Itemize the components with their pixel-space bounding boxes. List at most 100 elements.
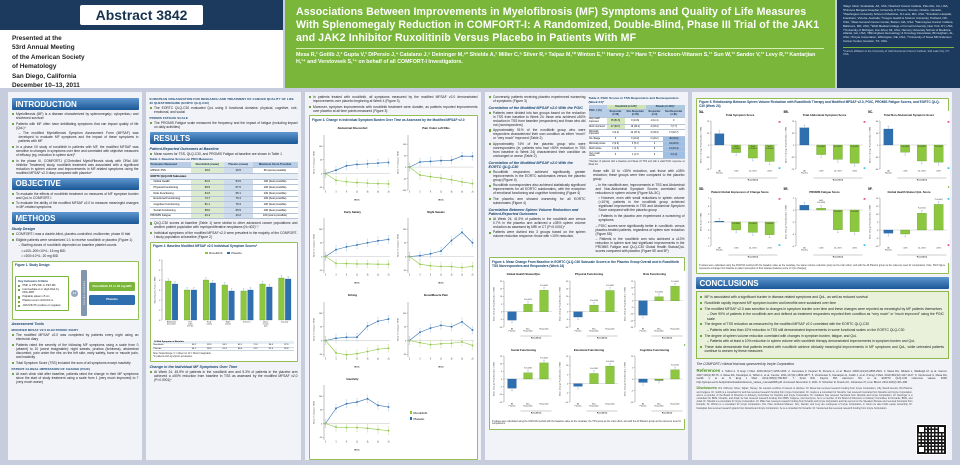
qr-code [916, 424, 947, 455]
section-objective: OBJECTIVE [11, 177, 139, 190]
poster-title: Associations Between Improvements in Mye… [296, 6, 820, 45]
svg-text:16: 16 [366, 275, 368, 277]
svg-text:24: 24 [471, 358, 473, 360]
svg-text:Mean Change From Baseline ± SE: Mean Change From Baseline ± SEM [784, 205, 787, 239]
text-item: – PGIC scores were significantly better … [595, 223, 685, 236]
panel-title: Inactivity [346, 376, 359, 381]
svg-text:Week: Week [354, 199, 360, 201]
chart-panel: Role Functioning -20 -15 -10 -5 0 5 10 15 Mean Ch… [623, 270, 686, 344]
text-item: Correlation Between Spleen Volume Reduct… [488, 207, 579, 216]
svg-text:15: 15 [631, 280, 634, 282]
text-item: QLQ-C30 scores at baseline (Table 1) wer… [149, 221, 298, 229]
section-conclusions: CONCLUSIONS [695, 277, 949, 290]
svg-text:30: 30 [876, 133, 879, 135]
text-item: Intermediate-2 or High-Risk by IWG-MRT [18, 288, 66, 295]
inclusion-criteria-box: Key Inclusion Criteria PMF or PPV-MF or … [15, 275, 69, 311]
legend-swatch [409, 411, 413, 415]
svg-text:≥35%: ≥35% [767, 169, 772, 172]
text-item: In patients treated with ruxolitinib, al… [308, 95, 478, 103]
svg-text:Non-Responder: Non-Responder [523, 328, 533, 332]
panel-title: 5A. Total Symptom Score [699, 109, 755, 117]
svg-text:P<0.0001: P<0.0001 [540, 357, 548, 360]
svg-text:-30: -30 [875, 157, 879, 159]
section-introduction: INTRODUCTION [11, 98, 139, 110]
introduction-bullets: Myelofibrosis (MF) is a disease characte… [11, 112, 139, 175]
pro-baseline-heading: Patient-Reported Outcomes at Baseline [149, 146, 219, 151]
randomization-ratio: 1:1 [71, 289, 78, 297]
chart-svg: -10 -5 0 5 10 15 20 Mean Change From Baseline ±… [493, 280, 552, 339]
svg-text:100: 100 [319, 145, 323, 147]
pro-bullets: Mean scores for TSS, QLQ-C30, and PROMIS… [149, 152, 298, 156]
abstract-badge: Abstract 3842 [79, 5, 204, 25]
svg-text:0: 0 [632, 379, 634, 381]
svg-text:15: 15 [565, 356, 568, 358]
svg-text:Responder: Responder [670, 327, 680, 330]
svg-text:-50: -50 [403, 354, 407, 356]
svg-text:N=47P<0.0001: N=47 P<0.0001 [766, 146, 774, 150]
text-item: – Patients with less than 10% reduction … [707, 327, 905, 332]
legend-entry: Ruxolitinib [205, 251, 222, 255]
svg-text:N=31P=0.0298: N=31 P=0.0298 [817, 200, 825, 204]
assessment-tools-heading: Assessment Tools [11, 322, 44, 327]
text-item: • Patients in the placebo arm experience… [598, 213, 685, 222]
svg-text:100: 100 [402, 144, 406, 146]
svg-text:10: 10 [565, 365, 568, 367]
figure-4-grid: Global Health Status/QoL -10 -5 0 5 10 15 20 Mea… [492, 270, 686, 419]
text-item: of Hematology [12, 63, 57, 71]
chart-svg: -70 -35 0 35 70 Mean % Change From Baseline ±… [784, 120, 865, 181]
svg-text:6: 6 [159, 260, 161, 262]
panel-title: Bone/Muscle Pain [424, 293, 448, 298]
svg-text:P<0.0001: P<0.0001 [817, 145, 825, 148]
svg-text:-50: -50 [403, 270, 407, 272]
svg-text:Week: Week [438, 366, 444, 368]
svg-text:≥35%: ≥35% [852, 247, 857, 250]
svg-text:Mean Change From Baseline ± SE: Mean Change From Baseline ± SEM [624, 362, 627, 396]
text-item: • >200×10⁹/L: 20 mg BID [21, 254, 59, 259]
chart-panel: 5C. Total Non-Abdominal Symptom Score -60-… [868, 110, 950, 186]
svg-text:Mean % Change ± SEM: Mean % Change ± SEM [397, 234, 399, 257]
svg-text:12: 12 [356, 191, 358, 193]
svg-text:-2: -2 [792, 222, 795, 224]
chart-svg: -100 -50 0 50 100 Mean % Change ± SEM 0 4 8 12 16 2… [397, 134, 474, 201]
chart-svg: 0 1 2 3 4 5 6 Mean Baseline Score ± SEM Abdomina… [154, 259, 292, 328]
svg-text:Inactivity: Inactivity [281, 320, 288, 323]
svg-text:10: 10 [500, 364, 503, 366]
svg-text:P<0.0001: P<0.0001 [935, 145, 943, 148]
text-item: Moreover, symptom improvements with ruxo… [308, 105, 478, 113]
text-item: • However, even with small reductions in… [598, 196, 685, 213]
svg-text:-6: -6 [792, 246, 795, 248]
svg-text:Non-Responder: Non-Responder [654, 328, 664, 332]
svg-text:-50: -50 [319, 354, 323, 356]
figure-1-title: Figure 1. Study Design [15, 263, 50, 268]
svg-text:Ruxolitinib: Ruxolitinib [662, 336, 673, 339]
svg-text:5: 5 [632, 367, 634, 369]
panel-title: Role Functioning [643, 272, 666, 277]
chart-panel: Itching -50 0 50 100 Mean % Change ± SEM 0 4 8 12… [312, 291, 393, 373]
svg-text:3: 3 [159, 290, 161, 292]
svg-text:P=0.0135: P=0.0135 [671, 364, 679, 366]
text-item: – The modified Myelofibrosis Symptom Ass… [18, 131, 139, 144]
svg-text:50: 50 [320, 159, 323, 161]
chart-svg: -6 -4 -2 0 2 Mean Change From Baseline ± SEM A… [784, 198, 865, 258]
svg-text:-5: -5 [631, 307, 634, 309]
svg-text:Mean % Change ± SEM: Mean % Change ± SEM [314, 234, 316, 257]
svg-text:10: 10 [631, 287, 634, 289]
svg-text:4: 4 [335, 358, 336, 360]
svg-text:12: 12 [356, 442, 358, 444]
svg-text:2: 2 [708, 238, 710, 240]
svg-text:Responder: Responder [605, 327, 615, 330]
panel-title: Emotional Functioning [573, 347, 605, 352]
svg-text:Week: Week [438, 199, 444, 201]
svg-text:<10%: <10% [734, 169, 739, 172]
panel-title: Cognitive Functioning [639, 347, 670, 352]
affiliation-note: *Current affiliation is the University o… [843, 47, 954, 56]
svg-text:0: 0 [325, 442, 326, 444]
col4-right: Table 2. PGIC Scores in TSS Responders a… [588, 95, 685, 255]
svg-text:5: 5 [708, 214, 710, 216]
change-bullets: At Week 24, 45.9% of patients in the rux… [149, 370, 298, 382]
svg-text:16: 16 [450, 358, 452, 360]
